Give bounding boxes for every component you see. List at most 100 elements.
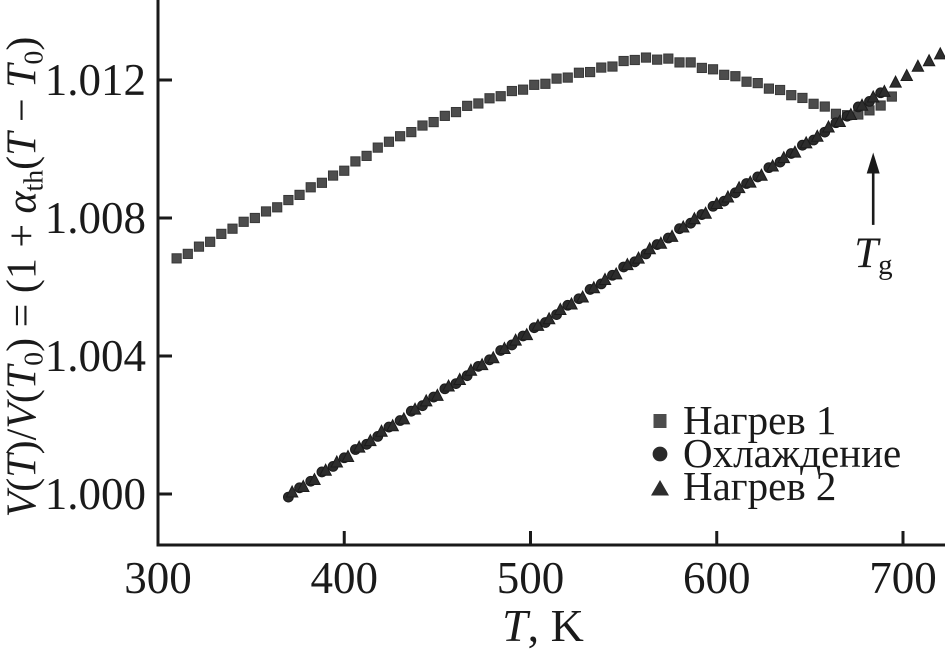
- data-point: [484, 93, 495, 104]
- legend-label: Охлаждение: [683, 430, 902, 476]
- tg-annotation-subscript: g: [878, 248, 893, 281]
- data-point: [810, 129, 824, 142]
- data-point: [428, 116, 439, 128]
- data-point: [797, 92, 808, 104]
- y-axis-label-segment: (: [0, 477, 46, 492]
- data-point: [419, 393, 433, 407]
- data-point: [752, 78, 763, 89]
- y-axis-label-segment: T: [0, 365, 46, 390]
- data-point: [562, 72, 573, 83]
- data-point: [866, 89, 880, 103]
- y-tick-label: 1.012: [44, 55, 146, 105]
- data-point: [171, 253, 182, 264]
- data-point: [730, 71, 741, 82]
- data-point: [495, 91, 506, 102]
- data-point: [875, 100, 886, 111]
- data-point: [576, 289, 590, 303]
- data-point: [238, 216, 249, 227]
- y-axis-label: V(T)/V(T0) = (1 + αth(T − T0): [0, 37, 49, 518]
- data-point: [585, 66, 596, 78]
- data-point: [341, 449, 355, 462]
- data-point: [788, 145, 802, 158]
- legend-item-heating2: Нагрев 2: [649, 466, 901, 507]
- data-point: [777, 150, 791, 164]
- data-point: [205, 236, 216, 247]
- y-axis-label-segment: )/: [0, 428, 46, 455]
- x-axis-label: T, K: [443, 599, 643, 650]
- data-point: [665, 229, 679, 242]
- triangle-marker-icon: [651, 479, 669, 495]
- data-point: [618, 55, 629, 67]
- x-tick-label: 500: [496, 553, 565, 603]
- data-point: [933, 46, 945, 60]
- legend-label: Нагрев 1: [683, 397, 837, 443]
- data-point: [509, 333, 523, 346]
- data-point: [540, 78, 551, 89]
- data-point: [283, 194, 294, 206]
- data-point: [216, 228, 227, 239]
- data-point: [363, 433, 377, 447]
- data-point: [475, 357, 489, 371]
- y-tick-label: 1.008: [44, 193, 146, 243]
- y-axis-label-segment: ) = (1 +: [0, 213, 46, 352]
- data-point: [632, 250, 646, 264]
- data-point: [799, 135, 813, 149]
- data-point: [386, 418, 400, 432]
- data-point: [663, 53, 674, 64]
- data-point: [687, 211, 701, 225]
- data-point: [408, 402, 422, 415]
- series-squares: [171, 52, 897, 264]
- data-point: [307, 472, 321, 486]
- data-point: [352, 440, 366, 453]
- data-point: [517, 84, 529, 95]
- x-tick-label: 700: [869, 553, 937, 603]
- y-axis-label-segment: T: [0, 64, 46, 88]
- legend-item-heating1: Нагрев 1: [649, 397, 901, 443]
- data-point: [596, 62, 607, 73]
- y-axis-label-segment: ): [0, 36, 46, 51]
- data-point: [193, 241, 205, 252]
- data-point: [473, 98, 484, 109]
- data-point: [249, 212, 260, 224]
- data-point: [598, 272, 612, 285]
- data-point: [464, 363, 478, 376]
- data-point: [227, 223, 238, 234]
- y-axis-label-segment: 0: [17, 351, 49, 366]
- y-axis-label-segment: V: [0, 491, 46, 518]
- data-point: [763, 83, 774, 94]
- data-point: [272, 202, 283, 213]
- x-tick-label: 300: [124, 553, 192, 603]
- data-point: [296, 479, 310, 492]
- data-point: [743, 175, 757, 188]
- data-point: [819, 101, 830, 112]
- data-point: [182, 248, 193, 259]
- data-point: [339, 165, 350, 176]
- data-point: [833, 114, 847, 127]
- y-axis-label-segment: 0: [17, 50, 49, 65]
- data-point: [699, 206, 713, 219]
- data-point: [319, 463, 333, 476]
- data-point: [877, 84, 891, 97]
- data-point: [786, 90, 797, 101]
- data-point: [453, 372, 467, 386]
- data-point: [754, 168, 768, 181]
- data-point: [327, 170, 339, 181]
- x-tick-label: 400: [310, 553, 379, 603]
- data-point: [383, 136, 395, 147]
- y-axis-label-segment: T: [0, 132, 46, 156]
- y-tick-label: 1.000: [44, 469, 146, 519]
- x-axis-label-variable: T: [502, 600, 528, 650]
- data-point: [260, 206, 272, 217]
- legend-item-cooling: Охлаждение: [649, 430, 902, 476]
- square-marker-icon: [653, 413, 667, 428]
- data-point: [640, 52, 652, 63]
- y-axis-label-segment: −: [0, 87, 46, 133]
- data-point: [372, 142, 383, 153]
- data-point: [529, 79, 540, 90]
- data-point: [674, 57, 685, 68]
- y-axis-label-segment: th: [17, 169, 49, 192]
- circle-marker-icon: [652, 446, 668, 461]
- data-point: [889, 75, 903, 88]
- data-point: [808, 98, 819, 109]
